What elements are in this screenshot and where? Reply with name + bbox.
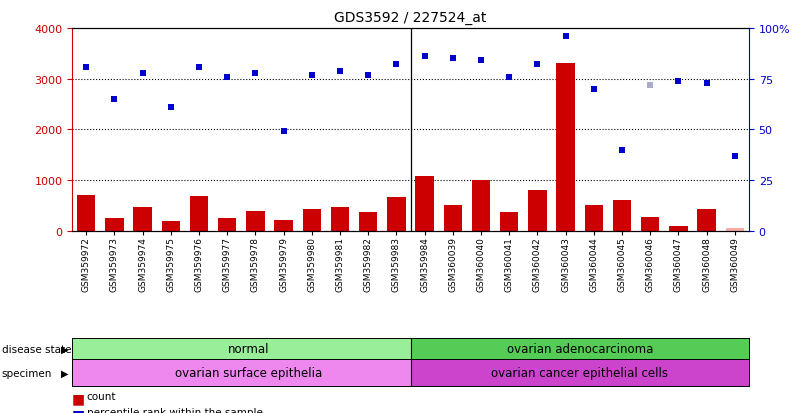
Text: ▶: ▶ bbox=[61, 344, 68, 354]
Point bbox=[700, 80, 713, 87]
Point bbox=[644, 82, 657, 89]
Text: GSM359978: GSM359978 bbox=[251, 237, 260, 292]
Text: ovarian adenocarcinoma: ovarian adenocarcinoma bbox=[506, 342, 653, 356]
Text: ■: ■ bbox=[72, 407, 85, 413]
Bar bbox=[162, 221, 180, 231]
Text: GSM360042: GSM360042 bbox=[533, 237, 542, 291]
Point bbox=[616, 147, 629, 154]
Point bbox=[390, 62, 403, 69]
Text: GSM360046: GSM360046 bbox=[646, 237, 654, 292]
Point bbox=[277, 129, 290, 135]
Text: GSM360044: GSM360044 bbox=[590, 237, 598, 291]
Bar bbox=[670, 227, 687, 231]
Text: GSM359977: GSM359977 bbox=[223, 237, 231, 292]
Bar bbox=[726, 229, 744, 231]
Text: GDS3592 / 227524_at: GDS3592 / 227524_at bbox=[334, 11, 487, 25]
Point bbox=[333, 68, 346, 75]
Bar bbox=[218, 218, 236, 231]
Bar bbox=[698, 209, 716, 231]
Text: GSM359981: GSM359981 bbox=[336, 237, 344, 292]
Bar bbox=[641, 218, 659, 231]
Point bbox=[108, 96, 121, 103]
Bar bbox=[416, 177, 434, 231]
Bar bbox=[557, 64, 575, 231]
Text: disease state: disease state bbox=[2, 344, 71, 354]
Bar bbox=[246, 211, 264, 231]
Text: ovarian surface epithelia: ovarian surface epithelia bbox=[175, 366, 322, 379]
Point bbox=[305, 72, 318, 79]
Point bbox=[503, 74, 516, 81]
Text: ovarian cancer epithelial cells: ovarian cancer epithelial cells bbox=[491, 366, 668, 379]
Text: count: count bbox=[87, 391, 116, 401]
Text: GSM359972: GSM359972 bbox=[82, 237, 91, 292]
Text: GSM360040: GSM360040 bbox=[477, 237, 485, 292]
Point bbox=[475, 58, 488, 64]
Bar bbox=[585, 206, 603, 231]
Bar bbox=[472, 180, 490, 231]
Bar bbox=[303, 209, 321, 231]
Point bbox=[587, 86, 600, 93]
Text: GSM359974: GSM359974 bbox=[138, 237, 147, 292]
Point bbox=[164, 104, 177, 111]
Bar bbox=[359, 212, 377, 231]
Bar bbox=[72, 339, 411, 359]
Text: normal: normal bbox=[227, 342, 269, 356]
Text: specimen: specimen bbox=[2, 368, 52, 378]
Text: GSM360049: GSM360049 bbox=[731, 237, 739, 292]
Point bbox=[418, 54, 431, 61]
Text: GSM359982: GSM359982 bbox=[364, 237, 372, 292]
Bar bbox=[613, 201, 631, 231]
Bar bbox=[72, 359, 411, 386]
Point bbox=[672, 78, 685, 85]
Point bbox=[728, 153, 741, 160]
Point bbox=[446, 56, 459, 62]
Point bbox=[192, 64, 205, 71]
Text: GSM360039: GSM360039 bbox=[449, 237, 457, 292]
Point bbox=[80, 64, 93, 71]
Text: GSM359973: GSM359973 bbox=[110, 237, 119, 292]
Point bbox=[221, 74, 234, 81]
Text: GSM359979: GSM359979 bbox=[279, 237, 288, 292]
Text: GSM359980: GSM359980 bbox=[308, 237, 316, 292]
Bar bbox=[275, 221, 293, 231]
Bar bbox=[77, 196, 95, 231]
Text: GSM360041: GSM360041 bbox=[505, 237, 513, 292]
Bar bbox=[444, 206, 462, 231]
Point bbox=[531, 62, 544, 69]
Text: GSM359983: GSM359983 bbox=[392, 237, 401, 292]
Bar bbox=[331, 207, 349, 231]
Text: GSM360048: GSM360048 bbox=[702, 237, 711, 292]
Bar bbox=[134, 207, 151, 231]
Bar bbox=[500, 212, 518, 231]
Bar bbox=[528, 191, 546, 231]
Text: GSM360043: GSM360043 bbox=[562, 237, 570, 292]
Text: GSM360047: GSM360047 bbox=[674, 237, 683, 292]
Point bbox=[559, 34, 572, 40]
Text: GSM360045: GSM360045 bbox=[618, 237, 626, 292]
Point bbox=[136, 70, 149, 77]
Text: GSM359976: GSM359976 bbox=[195, 237, 203, 292]
Point bbox=[249, 70, 262, 77]
Point bbox=[362, 72, 375, 79]
Text: percentile rank within the sample: percentile rank within the sample bbox=[87, 407, 263, 413]
Text: GSM359975: GSM359975 bbox=[167, 237, 175, 292]
Text: ▶: ▶ bbox=[61, 368, 68, 378]
Text: ■: ■ bbox=[72, 391, 85, 405]
Text: GSM359984: GSM359984 bbox=[420, 237, 429, 292]
Bar bbox=[387, 198, 405, 231]
Bar bbox=[411, 339, 749, 359]
Bar bbox=[190, 196, 208, 231]
Bar bbox=[105, 218, 123, 231]
Bar bbox=[411, 359, 749, 386]
